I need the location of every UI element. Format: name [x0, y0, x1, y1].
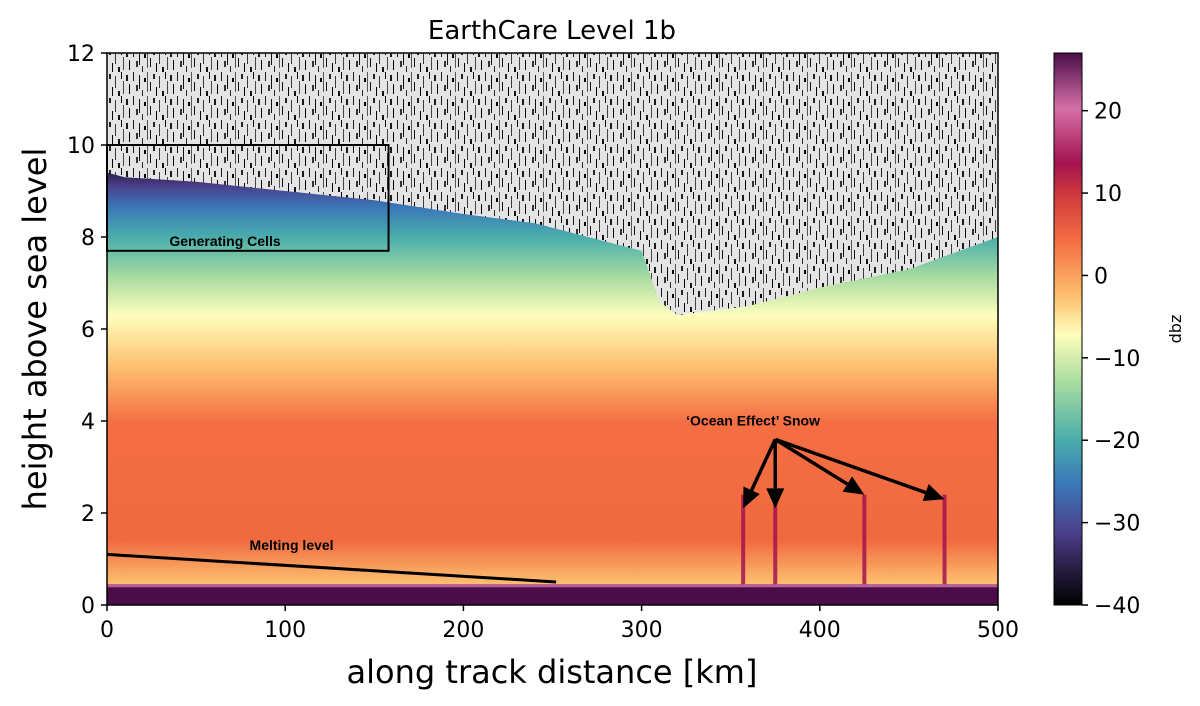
y-tick-label: 4 [81, 410, 95, 435]
annotation-label: Generating Cells [169, 233, 280, 249]
x-tick-label: 0 [100, 618, 114, 643]
y-axis-label: height above sea level [16, 148, 54, 511]
annotation-label: Melting level [250, 537, 334, 553]
colorbar-tick-label: −40 [1094, 594, 1140, 619]
x-tick-label: 400 [799, 618, 841, 643]
radar-plot-area [107, 53, 998, 605]
surface-band [107, 584, 998, 605]
snow-arrow-shaft [750, 438, 777, 492]
colorbar-label: dbz [1166, 315, 1185, 344]
colorbar-tick-label: −30 [1094, 512, 1140, 537]
y-axis: 0 2 4 6 8 10 12 [67, 42, 107, 619]
y-tick-label: 12 [67, 42, 95, 67]
y-tick-label: 10 [67, 134, 95, 159]
snow-arrow-shaft [774, 437, 927, 495]
snow-arrow-head [743, 486, 760, 509]
y-tick-label: 0 [81, 594, 95, 619]
melting-level-line [106, 552, 557, 584]
snow-arrow-head [842, 476, 865, 495]
annotation-label: ‘Ocean Effect’ Snow [686, 413, 820, 429]
colorbar-gradient [1053, 52, 1083, 606]
snow-streak [741, 494, 746, 585]
snow-streak [773, 494, 778, 585]
chart-title: EarthCare Level 1b [428, 16, 676, 46]
colorbar-tick-label: 0 [1094, 264, 1108, 289]
generating-cells-box [106, 144, 390, 252]
x-axis-label: along track distance [km] [347, 653, 758, 691]
snow-arrow-shaft [774, 437, 849, 486]
colorbar-tick-label: 10 [1094, 182, 1122, 207]
x-axis: 0 100 200 300 400 500 [100, 605, 1019, 643]
snow-streak [862, 494, 867, 585]
y-tick-label: 8 [81, 226, 95, 251]
x-tick-label: 100 [264, 618, 306, 643]
annotations: Generating Cells Melting level ‘Ocean Effe… [106, 144, 945, 584]
colorbar-tick-label: −20 [1094, 429, 1140, 454]
snow-streak [942, 494, 947, 585]
y-tick-label: 6 [81, 318, 95, 343]
colorbar-ticks: 20 10 0 −10 −20 −30 −40 [1082, 100, 1140, 619]
colorbar: 20 10 0 −10 −20 −30 −40 dbz [1053, 52, 1185, 619]
colorbar-tick-label: −10 [1094, 347, 1140, 372]
surface-band-edge [107, 584, 998, 588]
snow-arrow-head [922, 484, 945, 502]
x-tick-label: 300 [621, 618, 663, 643]
x-tick-label: 500 [977, 618, 1019, 643]
y-tick-label: 2 [81, 502, 95, 527]
x-tick-label: 200 [442, 618, 484, 643]
reflectivity-details [107, 494, 998, 605]
colorbar-tick-label: 20 [1094, 100, 1122, 125]
snow-arrow-head [766, 488, 785, 509]
